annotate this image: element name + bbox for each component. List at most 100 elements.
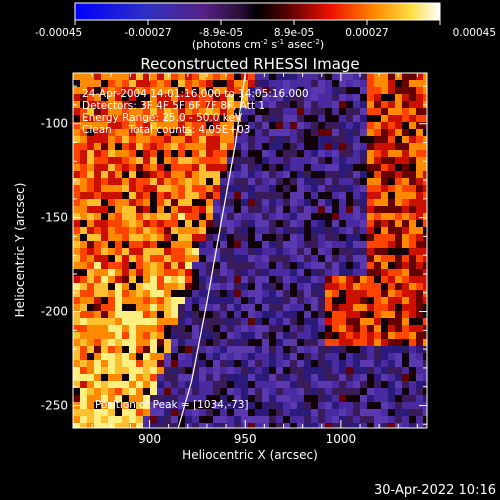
- heatmap-cell: [416, 262, 423, 269]
- heatmap-cell: [423, 269, 427, 276]
- heatmap-cell: [94, 115, 101, 122]
- heatmap-cell: [206, 416, 213, 423]
- heatmap-cell: [87, 304, 94, 311]
- heatmap-cell: [94, 178, 101, 185]
- heatmap-cell: [234, 262, 241, 269]
- heatmap-cell: [325, 94, 332, 101]
- heatmap-cell: [388, 297, 395, 304]
- heatmap-cell: [150, 73, 157, 80]
- heatmap-cell: [297, 129, 304, 136]
- heatmap-cell: [318, 360, 325, 367]
- heatmap-cell: [381, 360, 388, 367]
- heatmap-cell: [402, 80, 409, 87]
- heatmap-cell: [339, 227, 346, 234]
- heatmap-cell: [346, 248, 353, 255]
- heatmap-cell: [248, 157, 255, 164]
- heatmap-cell: [346, 234, 353, 241]
- heatmap-cell: [255, 416, 262, 423]
- heatmap-cell: [192, 416, 199, 423]
- heatmap-cell: [129, 234, 136, 241]
- heatmap-cell: [304, 220, 311, 227]
- heatmap-cell: [290, 213, 297, 220]
- heatmap-cell: [353, 346, 360, 353]
- heatmap-cell: [367, 423, 374, 428]
- heatmap-cell: [325, 136, 332, 143]
- heatmap-cell: [248, 269, 255, 276]
- heatmap-cell: [304, 409, 311, 416]
- heatmap-cell: [220, 325, 227, 332]
- heatmap-cell: [87, 374, 94, 381]
- heatmap-cell: [80, 94, 87, 101]
- heatmap-cell: [227, 248, 234, 255]
- heatmap-cell: [101, 80, 108, 87]
- heatmap-cell: [409, 353, 416, 360]
- heatmap-cell: [297, 276, 304, 283]
- heatmap-cell: [262, 395, 269, 402]
- heatmap-cell: [248, 248, 255, 255]
- heatmap-cell: [304, 304, 311, 311]
- heatmap-cell: [213, 325, 220, 332]
- heatmap-cell: [213, 164, 220, 171]
- heatmap-cell: [318, 87, 325, 94]
- heatmap-cell: [80, 73, 87, 80]
- heatmap-cell: [248, 388, 255, 395]
- heatmap-cell: [220, 150, 227, 157]
- heatmap-cell: [325, 395, 332, 402]
- heatmap-cell: [395, 395, 402, 402]
- heatmap-cell: [178, 332, 185, 339]
- heatmap-cell: [255, 276, 262, 283]
- heatmap-cell: [220, 227, 227, 234]
- heatmap-cell: [136, 423, 143, 428]
- heatmap-cell: [80, 150, 87, 157]
- heatmap-cell: [136, 136, 143, 143]
- heatmap-cell: [234, 157, 241, 164]
- heatmap-cell: [241, 395, 248, 402]
- heatmap-cell: [185, 80, 192, 87]
- heatmap-cell: [290, 381, 297, 388]
- heatmap-cell: [108, 108, 115, 115]
- heatmap-cell: [206, 423, 213, 428]
- heatmap-cell: [346, 360, 353, 367]
- heatmap-cell: [290, 332, 297, 339]
- heatmap-cell: [304, 262, 311, 269]
- heatmap-cell: [213, 206, 220, 213]
- heatmap-cell: [381, 367, 388, 374]
- heatmap-cell: [73, 311, 80, 318]
- heatmap-cell: [87, 311, 94, 318]
- heatmap-cell: [206, 73, 213, 80]
- heatmap-cell: [269, 234, 276, 241]
- heatmap-cell: [318, 94, 325, 101]
- heatmap-cell: [304, 325, 311, 332]
- heatmap-cell: [360, 178, 367, 185]
- heatmap-cell: [150, 360, 157, 367]
- heatmap-cell: [339, 332, 346, 339]
- heatmap-cell: [409, 87, 416, 94]
- heatmap-cell: [115, 381, 122, 388]
- heatmap-cell: [269, 192, 276, 199]
- heatmap-cell: [122, 318, 129, 325]
- heatmap-cell: [122, 276, 129, 283]
- heatmap-cell: [94, 311, 101, 318]
- heatmap-cell: [234, 367, 241, 374]
- heatmap-cell: [143, 423, 150, 428]
- heatmap-cell: [367, 374, 374, 381]
- heatmap-cell: [276, 108, 283, 115]
- heatmap-cell: [262, 388, 269, 395]
- heatmap-cell: [325, 234, 332, 241]
- heatmap-cell: [178, 227, 185, 234]
- heatmap-cell: [185, 199, 192, 206]
- heatmap-cell: [101, 94, 108, 101]
- heatmap-cell: [136, 367, 143, 374]
- heatmap-cell: [157, 332, 164, 339]
- heatmap-cell: [276, 255, 283, 262]
- heatmap-cell: [199, 157, 206, 164]
- heatmap-cell: [255, 157, 262, 164]
- heatmap-cell: [374, 234, 381, 241]
- heatmap-cell: [423, 255, 427, 262]
- heatmap-cell: [283, 276, 290, 283]
- heatmap-cell: [402, 143, 409, 150]
- heatmap-cell: [199, 374, 206, 381]
- heatmap-cell: [381, 101, 388, 108]
- heatmap-cell: [325, 269, 332, 276]
- heatmap-cell: [171, 122, 178, 129]
